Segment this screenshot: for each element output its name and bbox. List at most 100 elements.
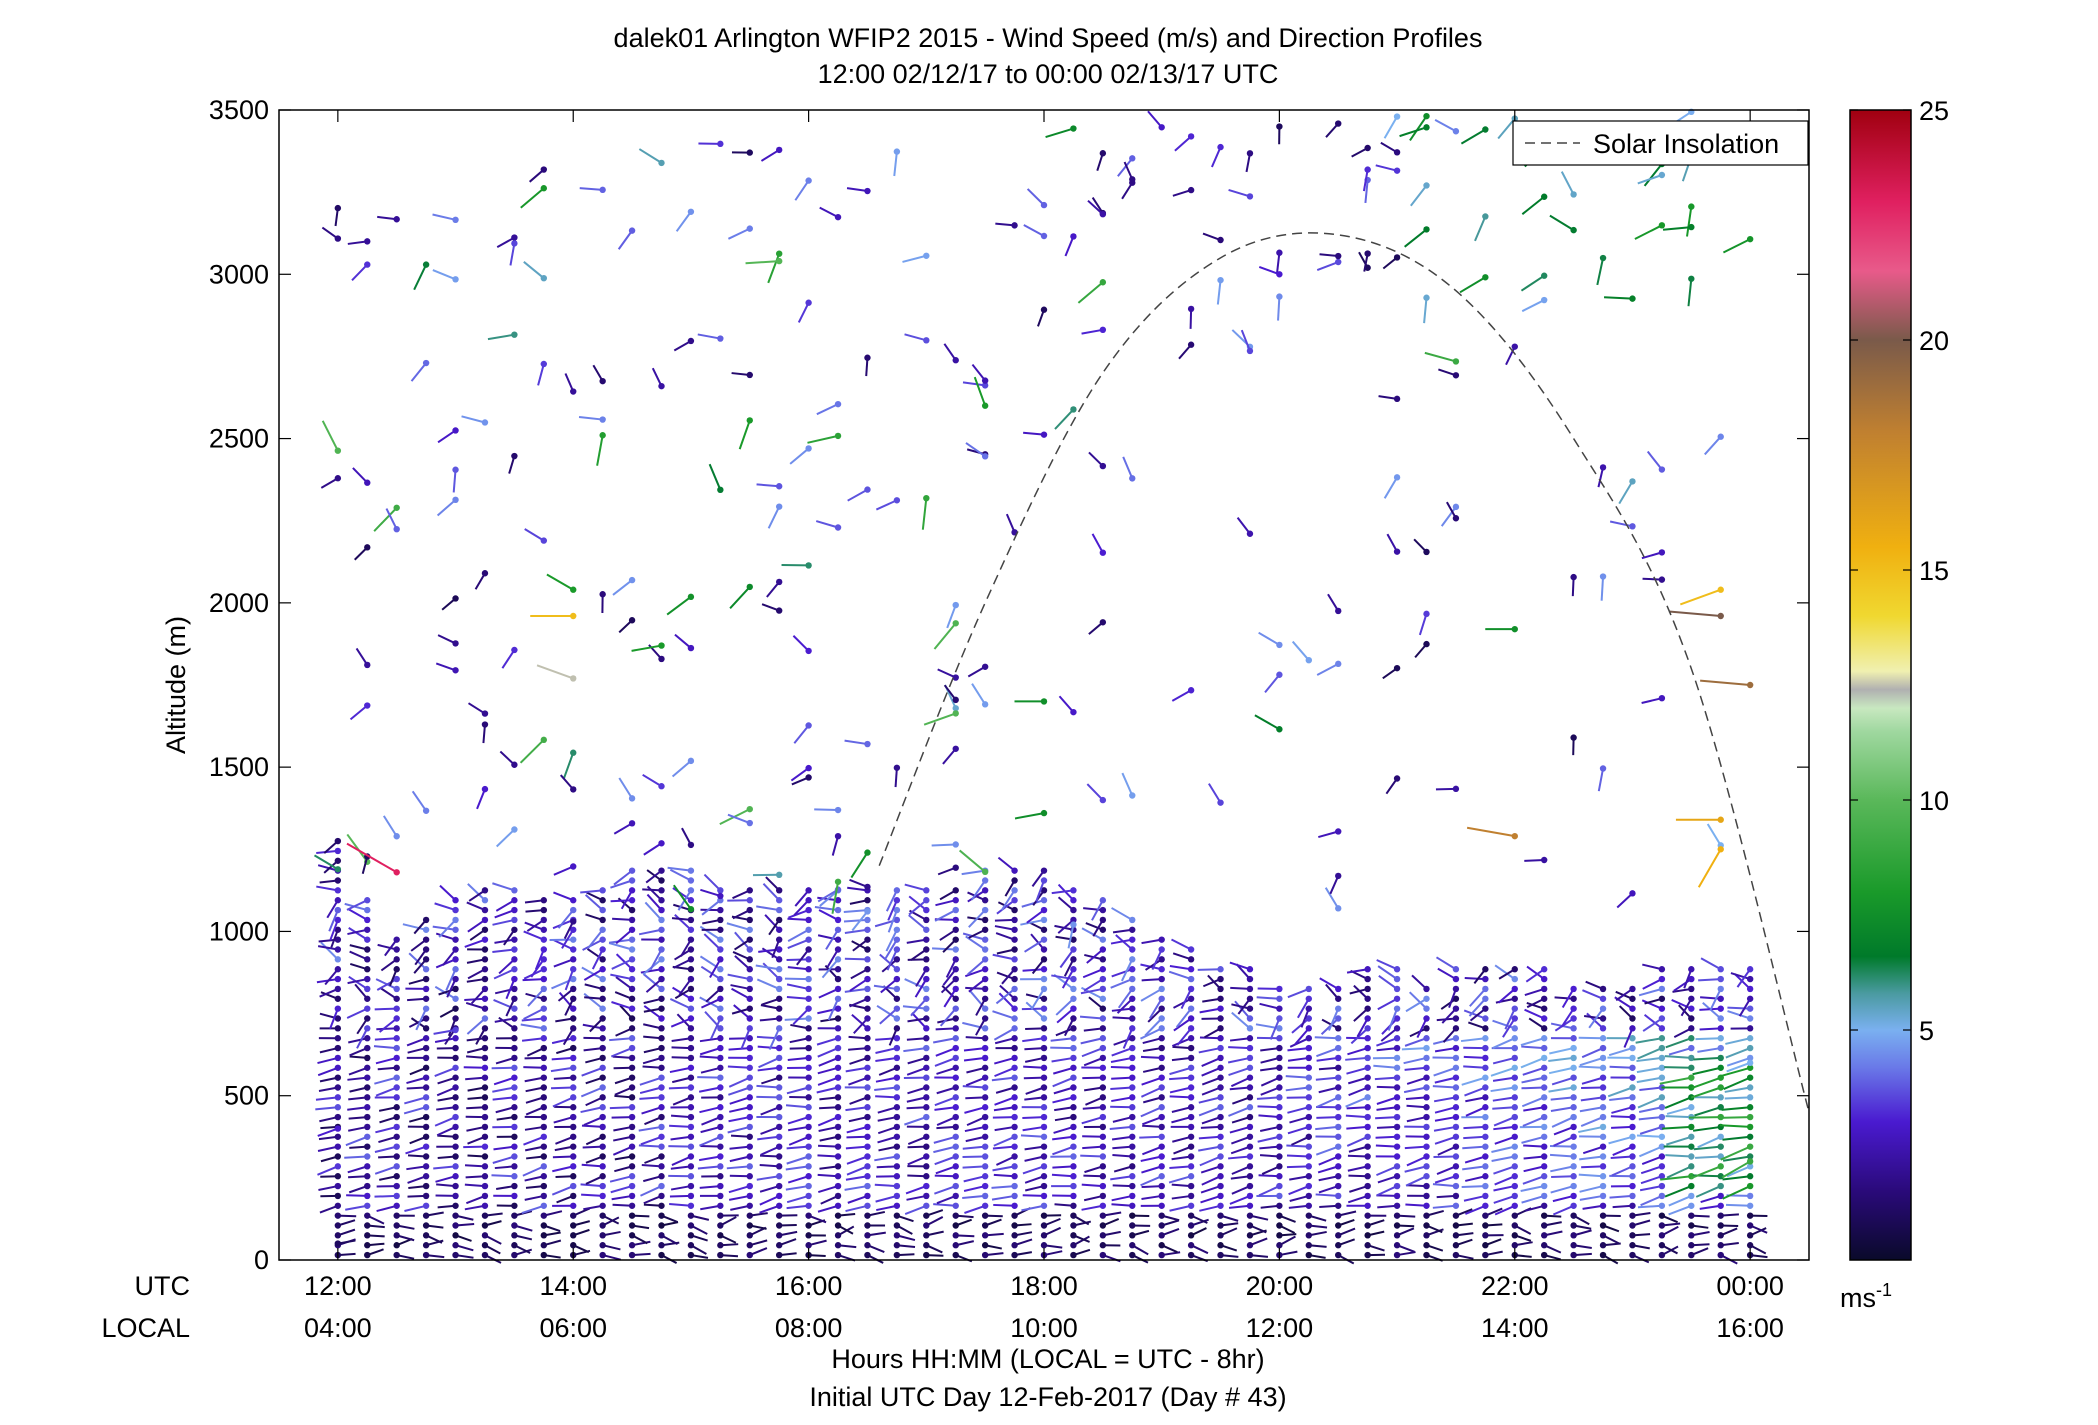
wind-vector-point: [834, 1015, 842, 1022]
wind-vector-shaft: [994, 1066, 1015, 1078]
wind-vector-shaft: [849, 997, 868, 1008]
wind-vector-shaft: [1521, 1135, 1545, 1144]
wind-vector-shaft: [1550, 1185, 1574, 1194]
wind-vector-point: [1335, 872, 1342, 880]
wind-vector-point: [1070, 906, 1077, 914]
wind-vector-point: [393, 1005, 400, 1012]
wind-vector-point: [981, 453, 989, 460]
wind-vector-shaft: [825, 929, 839, 950]
wind-vector-point: [1393, 1064, 1401, 1071]
wind-vector-point: [1570, 573, 1577, 581]
wind-vector-point: [1393, 1202, 1401, 1209]
wind-vector-shaft: [1551, 1116, 1575, 1128]
wind-vector-shaft: [1697, 848, 1722, 888]
wind-vector-point: [570, 1242, 577, 1249]
wind-vector-shaft: [521, 1037, 544, 1042]
wind-vector-point: [1423, 985, 1430, 993]
wind-vector-shaft: [317, 1066, 339, 1077]
wind-vector-point: [1070, 887, 1077, 894]
wind-vector-point: [1040, 916, 1048, 924]
wind-vector-shaft: [734, 955, 751, 970]
wind-vector-point: [1246, 150, 1254, 157]
wind-vector-point: [775, 1084, 783, 1091]
wind-vector-point: [1246, 1064, 1254, 1071]
wind-vector-shaft: [1727, 1006, 1751, 1010]
wind-vector-point: [687, 1153, 695, 1160]
wind-vector-point: [1099, 966, 1107, 973]
wind-vector-point: [981, 1054, 989, 1062]
wind-vector-point: [952, 1251, 959, 1259]
wind-vector-point: [923, 1123, 930, 1131]
wind-vector-point: [1099, 926, 1107, 933]
wind-vector-point: [746, 371, 753, 379]
wind-vector-point: [393, 946, 400, 953]
wind-vector-shaft: [1110, 1175, 1133, 1181]
wind-vector-shaft: [452, 469, 457, 493]
wind-vector-point: [658, 1044, 665, 1052]
wind-vector-shaft: [1022, 1194, 1045, 1197]
wind-vector-point: [1629, 1025, 1636, 1032]
wind-vector-point: [1364, 1212, 1371, 1219]
wind-vector-shaft: [729, 1155, 750, 1163]
wind-vector-point: [540, 1242, 548, 1249]
wind-vector-shaft: [1147, 110, 1163, 128]
wind-vector-point: [923, 956, 930, 963]
wind-vector-point: [1570, 1133, 1577, 1140]
wind-vector-point: [1452, 503, 1460, 511]
wind-vector-shaft: [1318, 1086, 1339, 1094]
wind-vector-shaft: [1690, 1086, 1722, 1099]
wind-vector-point: [1570, 985, 1577, 993]
wind-vector-point: [981, 1113, 989, 1121]
wind-vector-shaft: [620, 889, 633, 910]
wind-vector-shaft: [1288, 1204, 1309, 1209]
wind-vector-point: [1099, 462, 1107, 470]
wind-vector-point: [658, 995, 665, 1002]
wind-vector-shaft: [1315, 1125, 1339, 1131]
wind-vector-shaft: [907, 1155, 927, 1166]
wind-vector-point: [1305, 1015, 1313, 1022]
wind-vector-point: [1217, 1182, 1224, 1190]
wind-vector-point: [599, 1133, 606, 1140]
wind-vector-point: [1187, 1094, 1195, 1101]
wind-vector-point: [658, 1025, 665, 1032]
wind-vector-point: [1629, 1163, 1636, 1170]
wind-vector-point: [805, 1113, 812, 1121]
wind-vector-point: [1746, 1035, 1754, 1042]
wind-vector-shaft: [642, 888, 662, 892]
wind-vector-point: [1482, 1054, 1489, 1062]
wind-vector-shaft: [384, 939, 398, 957]
wind-vector-point: [952, 696, 959, 704]
wind-vector-point: [1129, 1143, 1136, 1150]
wind-vector-point: [334, 1212, 342, 1219]
wind-vector-point: [1187, 1064, 1195, 1071]
wind-vector-shaft: [610, 879, 633, 889]
y-tick-label: 3000: [209, 259, 269, 289]
wind-vector-point: [687, 337, 695, 345]
wind-vector-point: [805, 177, 812, 184]
wind-vector-point: [893, 1143, 901, 1150]
wind-vector-point: [599, 591, 606, 598]
wind-vector-point: [805, 936, 812, 943]
wind-vector-point: [511, 1035, 518, 1042]
wind-vector-point: [1570, 1113, 1577, 1121]
wind-vector-shaft: [640, 1135, 662, 1146]
wind-vector-point: [1423, 1153, 1430, 1160]
wind-vector-shaft: [994, 1125, 1015, 1132]
wind-vector-shaft: [1031, 870, 1045, 887]
wind-vector-shaft: [845, 1066, 868, 1073]
wind-vector-point: [1129, 792, 1136, 799]
wind-vector-point: [628, 1202, 636, 1209]
wind-vector-shaft: [596, 435, 604, 466]
wind-vector-point: [1099, 1222, 1107, 1229]
wind-vector-shaft: [1504, 1008, 1516, 1030]
wind-vector-shaft: [638, 1125, 662, 1132]
wind-vector-point: [1364, 985, 1371, 993]
wind-vector-shaft: [1687, 278, 1693, 307]
wind-vector-shaft: [931, 843, 956, 847]
wind-vector-shaft: [1081, 1116, 1104, 1125]
wind-vector-shaft: [348, 1175, 368, 1179]
wind-vector-point: [1217, 1025, 1224, 1032]
wind-vector-shaft: [671, 1056, 691, 1059]
wind-vector-point: [334, 1005, 342, 1012]
wind-vector-shaft: [521, 1204, 545, 1214]
